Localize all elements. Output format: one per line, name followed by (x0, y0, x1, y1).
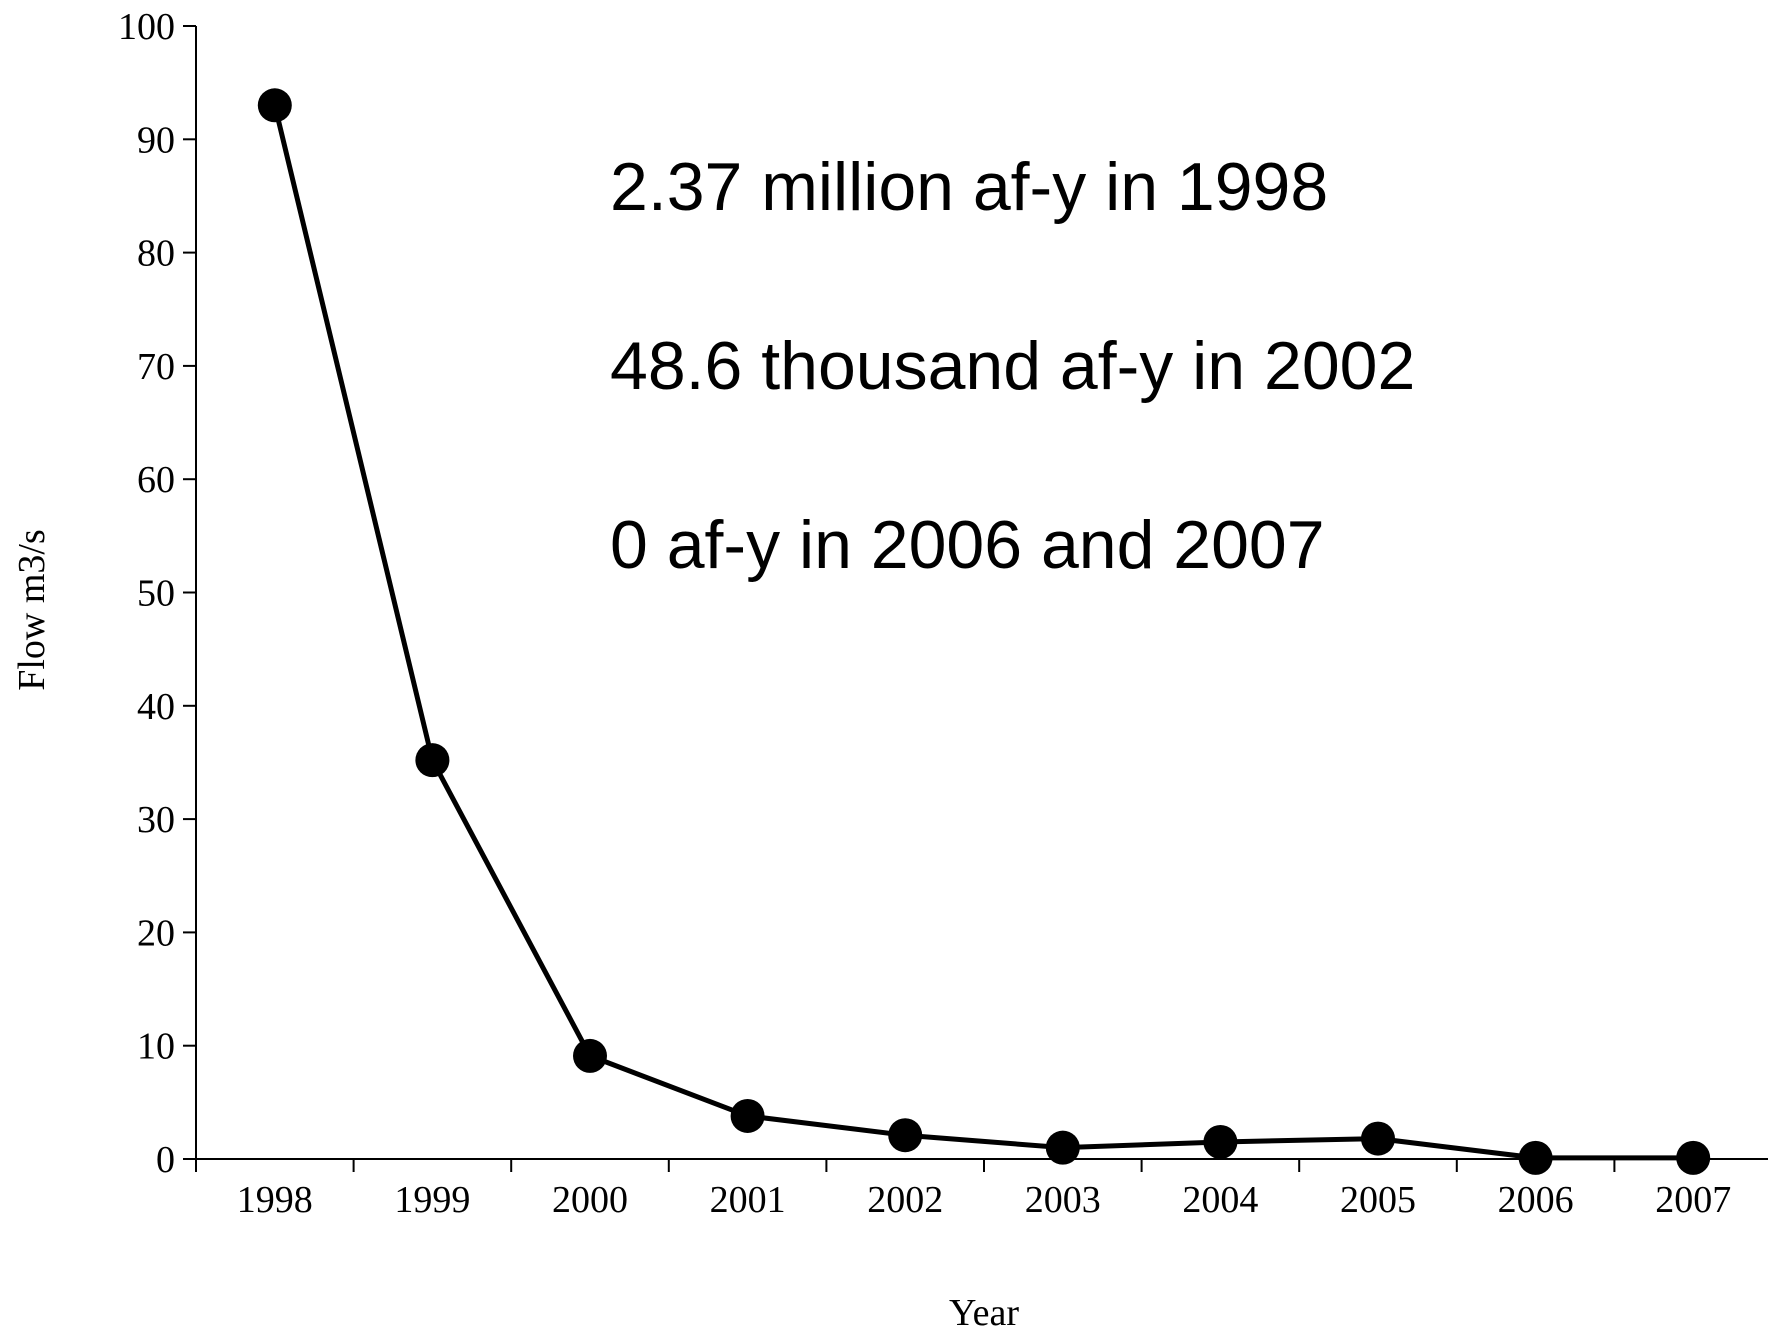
x-tick-label: 2004 (1182, 1179, 1258, 1221)
y-tick-label: 100 (118, 6, 175, 48)
y-tick-label: 10 (137, 1026, 175, 1068)
y-tick-label: 60 (137, 459, 175, 501)
x-tick-label: 2007 (1655, 1179, 1731, 1221)
x-tick-label: 2001 (710, 1179, 786, 1221)
annotations-layer: 2.37 million af-y in 1998 48.6 thousand … (610, 149, 1415, 583)
annotation-2006-2007: 0 af-y in 2006 and 2007 (610, 507, 1325, 583)
x-tick-label: 2003 (1025, 1179, 1101, 1221)
data-point-2003 (1045, 1130, 1080, 1165)
y-tick-label: 30 (137, 799, 175, 841)
annotation-1998: 2.37 million af-y in 1998 (610, 149, 1328, 225)
data-point-2001 (730, 1098, 765, 1133)
x-axis: 1998 1999 2000 2001 2002 2003 2004 2005 2006 2007 (195, 1158, 1768, 1221)
annotation-2002: 48.6 thousand af-y in 2002 (610, 328, 1415, 404)
data-point-1998 (257, 88, 292, 123)
y-tick-label: 40 (137, 686, 175, 728)
x-tick-label: 2005 (1340, 1179, 1416, 1221)
x-tick-label: 1999 (394, 1179, 470, 1221)
data-point-2000 (573, 1038, 607, 1073)
data-point-2007 (1676, 1140, 1711, 1175)
data-point-2005 (1361, 1121, 1395, 1156)
x-axis-title: Year (949, 1292, 1019, 1334)
y-tick-label: 50 (137, 573, 175, 615)
y-tick-label: 0 (156, 1139, 175, 1181)
x-tick-label: 1998 (237, 1179, 313, 1221)
y-axis-title: Flow m3/s (11, 529, 53, 691)
y-axis: 0 10 20 30 40 50 60 70 80 90 100 (118, 6, 197, 1181)
y-tick-label: 80 (137, 233, 175, 275)
data-point-2006 (1518, 1140, 1553, 1175)
data-point-2004 (1203, 1125, 1238, 1160)
x-tick-label: 2000 (552, 1179, 628, 1221)
data-point-1999 (415, 743, 450, 778)
y-tick-label: 70 (137, 346, 175, 388)
x-tick-label: 2006 (1498, 1179, 1574, 1221)
series-layer (257, 88, 1711, 1175)
series-line (272, 104, 1694, 1161)
y-tick-label: 90 (137, 119, 175, 161)
x-tick-label: 2002 (867, 1179, 943, 1221)
data-point-2002 (888, 1118, 923, 1153)
y-tick-label: 20 (137, 912, 175, 954)
